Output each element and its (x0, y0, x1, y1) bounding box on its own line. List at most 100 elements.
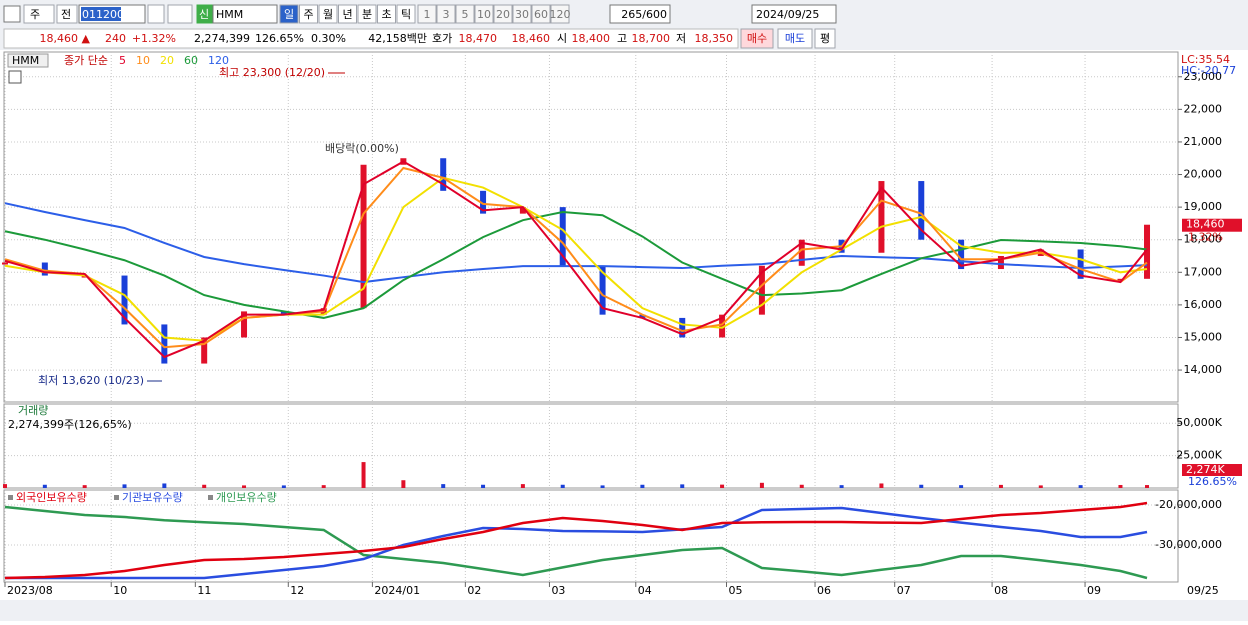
date-input[interactable] (751, 4, 837, 24)
search-button[interactable] (147, 4, 165, 24)
interval-button[interactable] (474, 4, 494, 24)
volume-bar (919, 484, 924, 488)
x-end-label: 09/25 (1187, 584, 1219, 597)
volume-bar (361, 462, 366, 488)
x-tick-label: 11 (197, 584, 211, 597)
volume-bar (879, 483, 884, 488)
quote-field: +1.32% (132, 32, 176, 45)
candle (480, 190, 487, 214)
y-tick-label: 21,000 (1184, 135, 1223, 148)
interval-button[interactable] (455, 4, 475, 24)
interval-button[interactable] (436, 4, 456, 24)
quote-field: 18,460 (512, 32, 551, 45)
interval-button[interactable] (512, 4, 532, 24)
order-button-label[interactable]: 매수 (747, 32, 767, 45)
line (4, 501, 1148, 580)
volume-bar (998, 484, 1003, 488)
interval-button[interactable] (493, 4, 513, 24)
interval-label[interactable]: 5 (462, 8, 469, 21)
volume-bar (441, 484, 446, 488)
corner-label: LC:35.54 (1181, 53, 1230, 66)
count: 265/600 (621, 8, 667, 21)
y-tick-label: 22,000 (1184, 102, 1223, 115)
volume-bar (759, 482, 764, 488)
period-label[interactable]: 분 (362, 8, 372, 21)
volume-bar (1038, 485, 1043, 488)
interval-label[interactable]: 3 (443, 8, 450, 21)
code-input[interactable]: 011200 (82, 8, 124, 21)
x-tick-label: 09 (1087, 584, 1101, 597)
candle (679, 317, 686, 338)
y-tick-label: 19,000 (1184, 200, 1223, 213)
volume-bar (520, 484, 525, 488)
interval-label[interactable]: 1 (424, 8, 431, 21)
icon-button[interactable] (3, 5, 21, 23)
period-label[interactable]: 주 (303, 8, 313, 21)
candle (1117, 278, 1124, 281)
order-button-label[interactable]: 평 (820, 32, 830, 45)
period-label[interactable]: 틱 (401, 8, 411, 21)
y-tick-label: -20,000,000 (1155, 498, 1222, 511)
badge-label: 신 (199, 8, 209, 21)
interval-button[interactable] (531, 4, 551, 24)
x-tick-label: 03 (551, 584, 565, 597)
current-change: 1.32% (1188, 231, 1223, 244)
legend-bg (7, 53, 49, 68)
button[interactable] (56, 4, 78, 24)
interval-label[interactable]: 20 (496, 8, 510, 21)
order-button[interactable] (777, 28, 813, 49)
period-button[interactable] (377, 4, 396, 24)
period-button[interactable] (396, 4, 416, 24)
order-button-label[interactable]: 매도 (785, 32, 805, 45)
sound-button[interactable] (167, 4, 193, 24)
legend-entry: 기관보유수량 (122, 491, 183, 504)
period-label[interactable]: 년 (342, 8, 352, 21)
interval-button[interactable] (417, 4, 437, 24)
interval-label[interactable]: 60 (534, 8, 548, 21)
candle (161, 324, 168, 364)
name-input[interactable] (212, 4, 278, 24)
period-button[interactable] (338, 4, 357, 24)
volume-bar (640, 484, 645, 488)
interval-label[interactable]: 10 (477, 8, 491, 21)
interval-button[interactable] (550, 4, 570, 24)
volume-panel (3, 403, 1179, 489)
legend-entry: 120 (208, 54, 229, 67)
order-button[interactable] (814, 28, 836, 49)
legend-swatch (8, 495, 13, 500)
interval-label[interactable]: 30 (515, 8, 529, 21)
candle (1144, 224, 1151, 279)
settings-icon[interactable] (8, 70, 22, 84)
period-button[interactable] (299, 4, 318, 24)
candle (798, 239, 805, 266)
prev-button[interactable]: 전 (61, 8, 71, 21)
period-label[interactable]: 월 (323, 8, 333, 21)
y-tick-label: 25,000K (1176, 449, 1222, 462)
order-button[interactable] (740, 28, 774, 49)
candle (280, 311, 287, 315)
legend-entry: 개인보유수량 (216, 491, 277, 504)
current-volume-box (1182, 464, 1242, 476)
x-tick-label: 12 (290, 584, 304, 597)
x-tick-label: 08 (994, 584, 1008, 597)
period-label[interactable]: 초 (381, 8, 391, 21)
period-button[interactable] (279, 4, 299, 24)
period-button[interactable] (357, 4, 377, 24)
count-box (609, 4, 671, 24)
interval-label[interactable]: 120 (550, 8, 571, 21)
candle (201, 337, 208, 364)
quote-field: 18,700 (632, 32, 671, 45)
candle (1077, 249, 1084, 279)
y-tick-label: 18,000 (1184, 233, 1223, 246)
volume-bar (1145, 485, 1150, 488)
button[interactable] (23, 4, 55, 24)
period-label[interactable]: 일 (284, 7, 294, 21)
quote-field: 126.65% (255, 32, 304, 45)
volume-bar (1118, 485, 1123, 488)
market-select[interactable]: 주 (30, 8, 40, 21)
y-tick-label: 16,000 (1184, 298, 1223, 311)
period-button[interactable] (318, 4, 338, 24)
candle (2, 262, 8, 265)
x-tick-label: 06 (817, 584, 831, 597)
statusbar-bg (0, 600, 1248, 621)
